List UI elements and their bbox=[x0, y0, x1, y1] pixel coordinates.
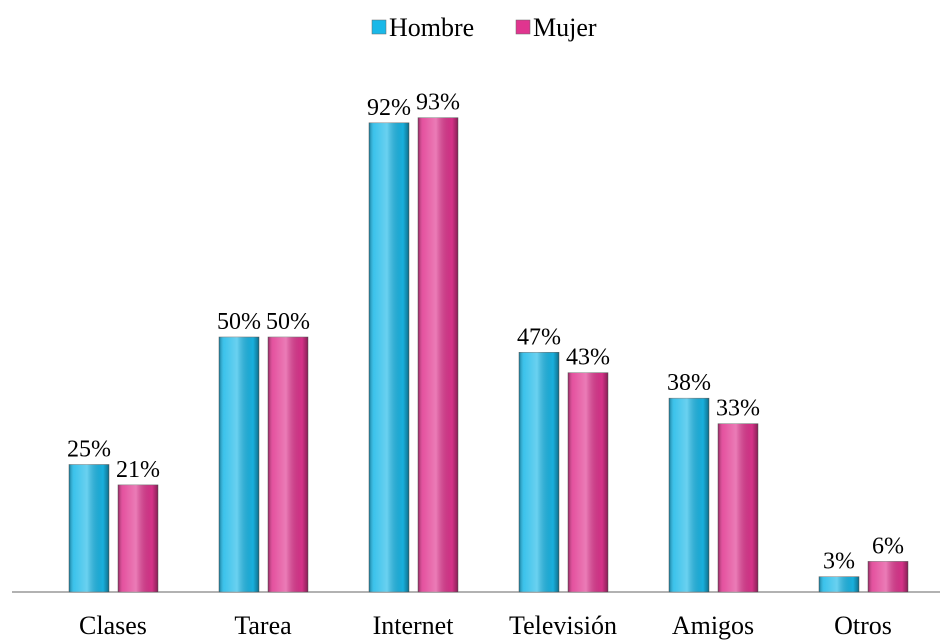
data-label: 21% bbox=[116, 457, 160, 483]
data-label: 6% bbox=[872, 533, 904, 559]
data-label: 25% bbox=[67, 437, 111, 463]
bar bbox=[417, 117, 459, 593]
bar bbox=[518, 351, 560, 593]
x-tick-label: Clases bbox=[79, 611, 147, 640]
data-label: 38% bbox=[667, 370, 711, 396]
x-tick-label: Tarea bbox=[234, 611, 292, 640]
data-label: 3% bbox=[823, 549, 855, 575]
legend-label: Hombre bbox=[389, 13, 474, 42]
x-tick-label: Otros bbox=[834, 611, 892, 640]
data-label: 92% bbox=[367, 95, 411, 121]
data-label: 47% bbox=[517, 324, 561, 350]
bar bbox=[717, 423, 759, 593]
x-tick-label: Televisión bbox=[509, 611, 617, 640]
bar bbox=[867, 561, 909, 593]
data-label: 50% bbox=[217, 309, 261, 335]
bar bbox=[267, 336, 309, 593]
data-label: 43% bbox=[566, 345, 610, 371]
bar bbox=[68, 464, 110, 593]
bar bbox=[117, 484, 159, 593]
data-label: 93% bbox=[416, 90, 460, 116]
legend-label: Mujer bbox=[533, 13, 597, 42]
bar bbox=[368, 122, 410, 593]
x-tick-label: Internet bbox=[373, 611, 455, 640]
data-label: 33% bbox=[716, 396, 760, 422]
legend-swatch bbox=[371, 19, 387, 35]
bar bbox=[218, 336, 260, 593]
x-tick-label: Amigos bbox=[672, 611, 754, 640]
bar bbox=[818, 576, 860, 593]
data-label: 50% bbox=[266, 309, 310, 335]
bar bbox=[567, 372, 609, 593]
bar bbox=[668, 397, 710, 593]
legend-swatch bbox=[515, 19, 531, 35]
